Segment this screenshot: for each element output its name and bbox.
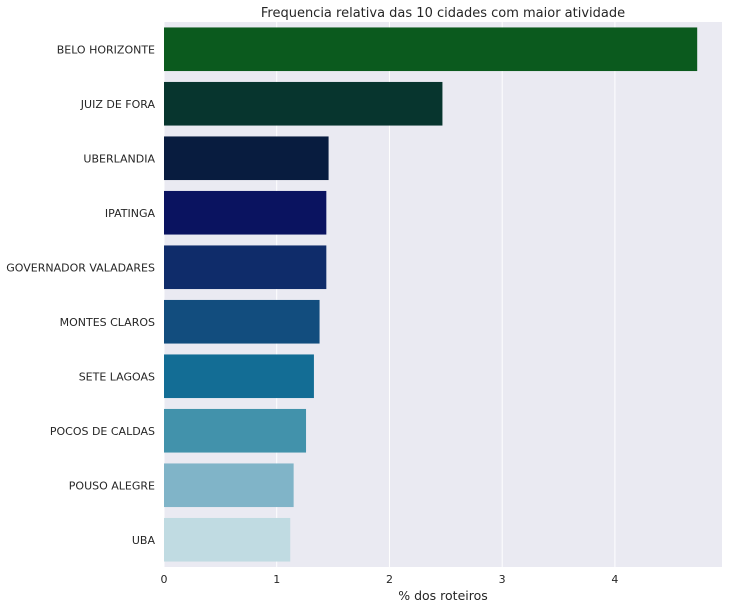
bar <box>164 354 314 399</box>
y-tick-label: JUIZ DE FORA <box>80 98 156 111</box>
y-tick-label: MONTES CLAROS <box>60 316 155 329</box>
x-tick-label: 1 <box>273 573 280 586</box>
bar <box>164 463 294 508</box>
x-axis-label: % dos roteiros <box>398 588 488 603</box>
x-tick-label: 3 <box>499 573 506 586</box>
y-tick-label: BELO HORIZONTE <box>57 43 155 56</box>
y-tick-label: UBA <box>132 534 156 547</box>
bar <box>164 517 291 562</box>
y-tick-label: UBERLANDIA <box>83 152 155 165</box>
x-tick-label: 0 <box>161 573 168 586</box>
bar <box>164 408 307 453</box>
bar <box>164 27 698 72</box>
bars <box>164 27 698 562</box>
bar <box>164 190 327 235</box>
y-tick-label: IPATINGA <box>105 207 156 220</box>
y-tick-label: SETE LAGOAS <box>79 370 155 383</box>
bar <box>164 81 443 126</box>
x-axis-tick-labels: 0 1 2 3 4 <box>161 573 619 586</box>
x-tick-label: 2 <box>386 573 393 586</box>
x-tick-label: 4 <box>611 573 618 586</box>
y-tick-label: GOVERNADOR VALADARES <box>6 261 155 274</box>
y-axis-tick-labels: BELO HORIZONTE JUIZ DE FORA UBERLANDIA IPAT… <box>6 43 155 547</box>
chart-title: Frequencia relativa das 10 cidades com m… <box>261 6 625 21</box>
bar <box>164 299 320 344</box>
y-tick-label: POCOS DE CALDAS <box>50 425 155 438</box>
bar <box>164 136 329 181</box>
y-tick-label: POUSO ALEGRE <box>69 479 155 492</box>
bar <box>164 245 327 290</box>
